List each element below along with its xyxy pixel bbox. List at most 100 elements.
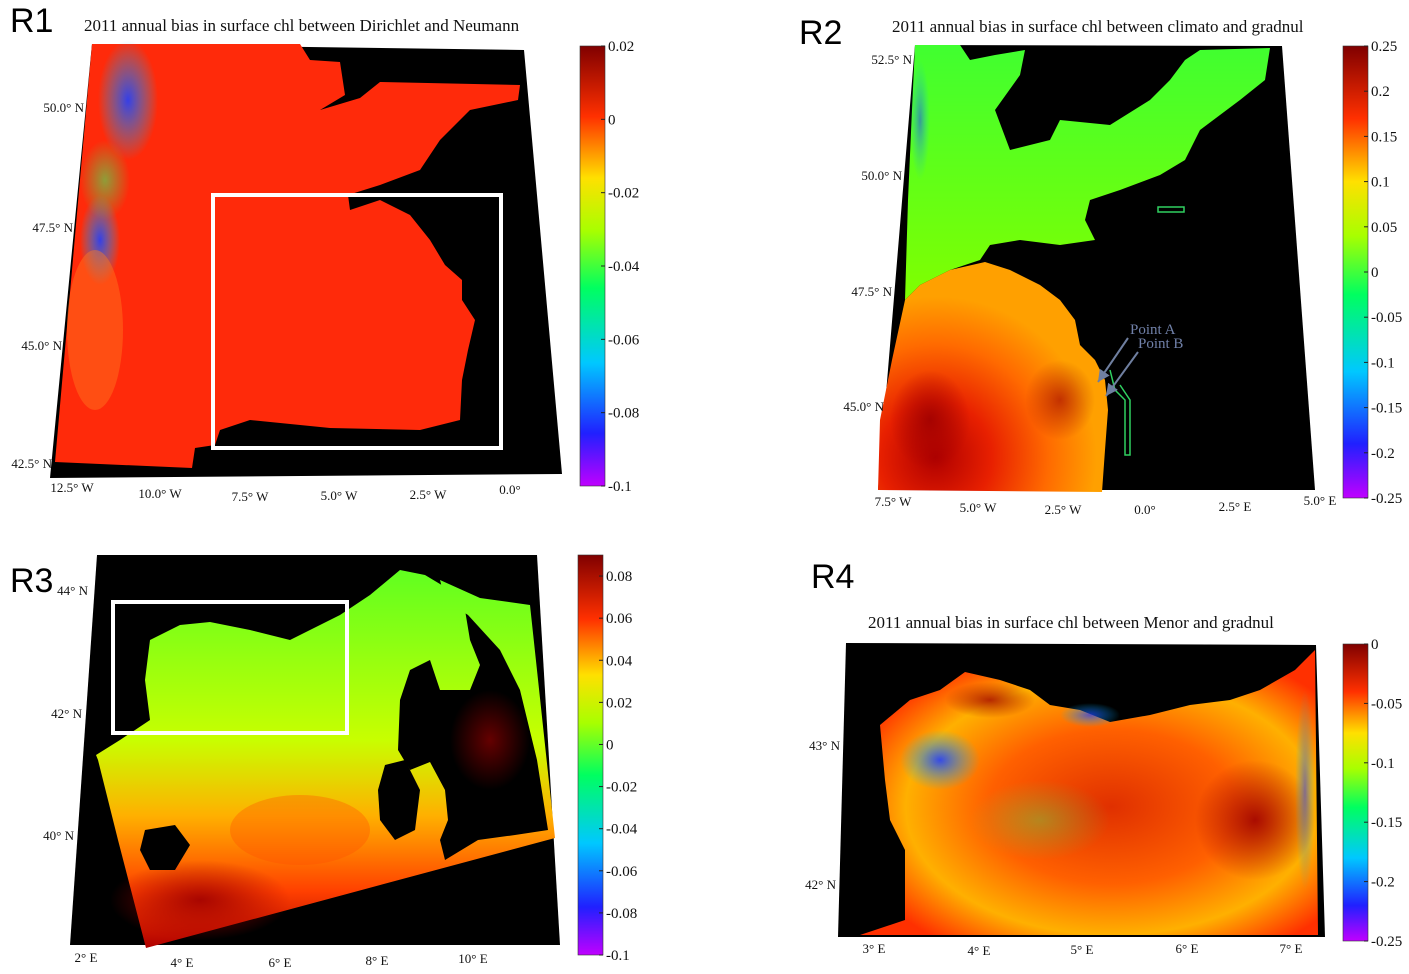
- r2-colorbar-tick-label: 0.05: [1371, 220, 1397, 236]
- r2-lon-tick-label: 0.0°: [1134, 502, 1155, 517]
- r3-anomaly: [110, 860, 290, 940]
- r2-colorbar-tick-label: 0: [1371, 265, 1379, 281]
- r4-anomaly: [1295, 690, 1315, 890]
- r1-lat-tick-label: 50.0° N: [43, 100, 84, 115]
- r1-lon-tick-label: 2.5° W: [410, 487, 447, 502]
- r3-colorbar-ticks: 0.08 0.06 0.04 0.02 0 -0.02 -0.04 -0.06 -0.08 -0.…: [599, 569, 638, 964]
- r2-colorbar-tick-label: 0.15: [1371, 129, 1397, 145]
- r3-lon-tick-label: 2° E: [75, 950, 98, 965]
- r3-colorbar-tick-label: 0.04: [606, 653, 633, 669]
- r4-lon-tick-label: 4° E: [968, 943, 991, 958]
- r4-colorbar-tick-label: -0.05: [1371, 696, 1402, 712]
- chart-title-r2: 2011 annual bias in surface chl between …: [892, 17, 1304, 36]
- r4-anomaly: [970, 780, 1110, 860]
- panel-label-r2: R2: [799, 14, 843, 52]
- r3-sea-field: [96, 570, 555, 948]
- r3-lat-ticks: 44° N 42° N 40° N: [43, 583, 88, 843]
- r1-colorbar-tick-label: -0.08: [608, 406, 639, 422]
- panel-r2: Point A Point B 52.5° N 50.0° N 47.5° N 45.…: [843, 39, 1402, 517]
- r2-lon-ticks: 7.5° W 5.0° W 2.5° W 0.0° 2.5° E 5.0° E: [875, 493, 1337, 517]
- r2-colorbar-tick-label: 0.2: [1371, 84, 1390, 100]
- r3-anomaly: [230, 795, 370, 865]
- r4-colorbar: [1342, 643, 1369, 942]
- r4-colorbar-tick-label: 0: [1371, 637, 1379, 653]
- panel-label-r3: R3: [10, 562, 54, 600]
- r2-arrow-b: [1105, 351, 1139, 397]
- r1-lon-tick-label: 7.5° W: [232, 489, 269, 504]
- r4-lat-ticks: 43° N 42° N: [805, 738, 840, 892]
- r2-colorbar: [1342, 45, 1369, 499]
- r3-colorbar-tick-label: 0: [606, 737, 614, 753]
- r1-colorbar-tick-label: 0: [608, 112, 616, 128]
- r2-colorbar-tick-label: -0.15: [1371, 401, 1402, 417]
- r2-lon-tick-label: 7.5° W: [875, 494, 912, 509]
- r2-lon-tick-label: 2.5° W: [1045, 502, 1082, 517]
- r2-point-a-label: Point A: [1130, 322, 1176, 338]
- r4-anomaly: [945, 682, 1035, 718]
- r4-colorbar-ticks: 0 -0.05 -0.1 -0.15 -0.2 -0.25: [1364, 637, 1402, 950]
- r3-lon-tick-label: 8° E: [366, 953, 389, 968]
- r2-boundary-line: [1157, 206, 1185, 213]
- r1-coastal-anomaly: [98, 40, 158, 160]
- r2-lat-tick-label: 45.0° N: [843, 399, 884, 414]
- r1-lon-tick-label: 12.5° W: [50, 480, 94, 495]
- r3-lat-tick-label: 44° N: [57, 583, 88, 598]
- r2-colorbar-tick-label: -0.05: [1371, 310, 1402, 326]
- panel-r1: 50.0° N 47.5° N 45.0° N 42.5° N 12.5° W 10.0…: [11, 39, 639, 504]
- r2-point-b-label: Point B: [1138, 336, 1183, 352]
- r2-colorbar-tick-label: -0.1: [1371, 355, 1395, 371]
- r3-colorbar-tick-label: -0.02: [606, 780, 637, 796]
- r3-lon-ticks: 2° E 4° E 6° E 8° E 10° E: [75, 950, 488, 970]
- r4-lon-tick-label: 5° E: [1071, 942, 1094, 957]
- r1-lon-tick-label: 5.0° W: [321, 488, 358, 503]
- r2-lat-ticks: 52.5° N 50.0° N 47.5° N 45.0° N: [843, 52, 912, 414]
- r1-lat-ticks: 50.0° N 47.5° N 45.0° N 42.5° N: [11, 100, 84, 471]
- r1-sea-field: [55, 44, 520, 468]
- r2-colorbar-tick-label: -0.25: [1371, 491, 1402, 507]
- r1-colorbar-tick-label: -0.06: [608, 332, 640, 348]
- r2-colorbar-tick-label: -0.2: [1371, 446, 1395, 462]
- r1-colorbar-tick-label: -0.1: [608, 479, 632, 495]
- r3-colorbar-tick-label: -0.08: [606, 906, 637, 922]
- r1-lon-tick-label: 10.0° W: [138, 486, 182, 501]
- r2-north-green: [905, 45, 1270, 300]
- r3-anomaly: [450, 690, 530, 790]
- r1-coastal-anomaly: [80, 140, 130, 220]
- r2-arrow-a: [1097, 337, 1129, 383]
- r3-island: [140, 825, 190, 870]
- r4-colorbar-tick-label: -0.1: [1371, 756, 1395, 772]
- r3-island: [378, 760, 420, 840]
- r2-lat-tick-label: 52.5° N: [871, 52, 912, 67]
- chart-title-r4: 2011 annual bias in surface chl between …: [868, 613, 1274, 632]
- r3-colorbar-tick-label: -0.06: [606, 864, 638, 880]
- r1-lon-ticks: 12.5° W 10.0° W 7.5° W 5.0° W 2.5° W 0.0°: [50, 480, 520, 504]
- panel-r4: 43° N 42° N 3° E 4° E 5° E 6° E 7° E 0 -0.05 -0…: [805, 637, 1402, 958]
- r1-highlight-box: [211, 193, 503, 450]
- r1-lon-tick-label: 0.0°: [499, 482, 520, 497]
- r3-colorbar-tick-label: -0.04: [606, 822, 638, 838]
- r3-lat-tick-label: 42° N: [51, 706, 82, 721]
- r4-lon-tick-label: 6° E: [1176, 941, 1199, 956]
- r3-lon-tick-label: 10° E: [458, 951, 487, 966]
- r1-colorbar-tick-label: -0.02: [608, 186, 639, 202]
- r1-lat-tick-label: 45.0° N: [21, 338, 62, 353]
- r2-colorbar-ticks: 0.25 0.2 0.15 0.1 0.05 0 -0.05 -0.1 -0.15 -0.2 -0.…: [1364, 39, 1402, 507]
- r2-anomaly: [1025, 360, 1095, 440]
- r3-lon-tick-label: 6° E: [269, 955, 292, 969]
- chart-title-r1: 2011 annual bias in surface chl between …: [84, 16, 520, 35]
- panel-r3: 44° N 42° N 40° N 2° E 4° E 6° E 8° E 10° E 0.…: [43, 554, 638, 970]
- r3-colorbar-tick-label: -0.1: [606, 948, 630, 964]
- r3-lon-tick-label: 4° E: [171, 955, 194, 969]
- r1-colorbar-tick-label: -0.04: [608, 259, 640, 275]
- panel-label-r4: R4: [811, 558, 855, 596]
- r2-lat-tick-label: 50.0° N: [861, 168, 902, 183]
- panel-label-r1: R1: [10, 2, 54, 40]
- r3-colorbar-tick-label: 0.08: [606, 569, 632, 585]
- r2-colorbar-tick-label: 0.25: [1371, 39, 1397, 55]
- r1-colorbar-ticks: 0.02 0 -0.02 -0.04 -0.06 -0.08 -0.1: [601, 39, 640, 495]
- r2-lat-tick-label: 47.5° N: [851, 284, 892, 299]
- r2-anomaly: [910, 60, 930, 180]
- r2-lon-tick-label: 2.5° E: [1219, 499, 1252, 514]
- r4-colorbar-tick-label: -0.15: [1371, 815, 1402, 831]
- r4-lon-ticks: 3° E 4° E 5° E 6° E 7° E: [863, 941, 1303, 958]
